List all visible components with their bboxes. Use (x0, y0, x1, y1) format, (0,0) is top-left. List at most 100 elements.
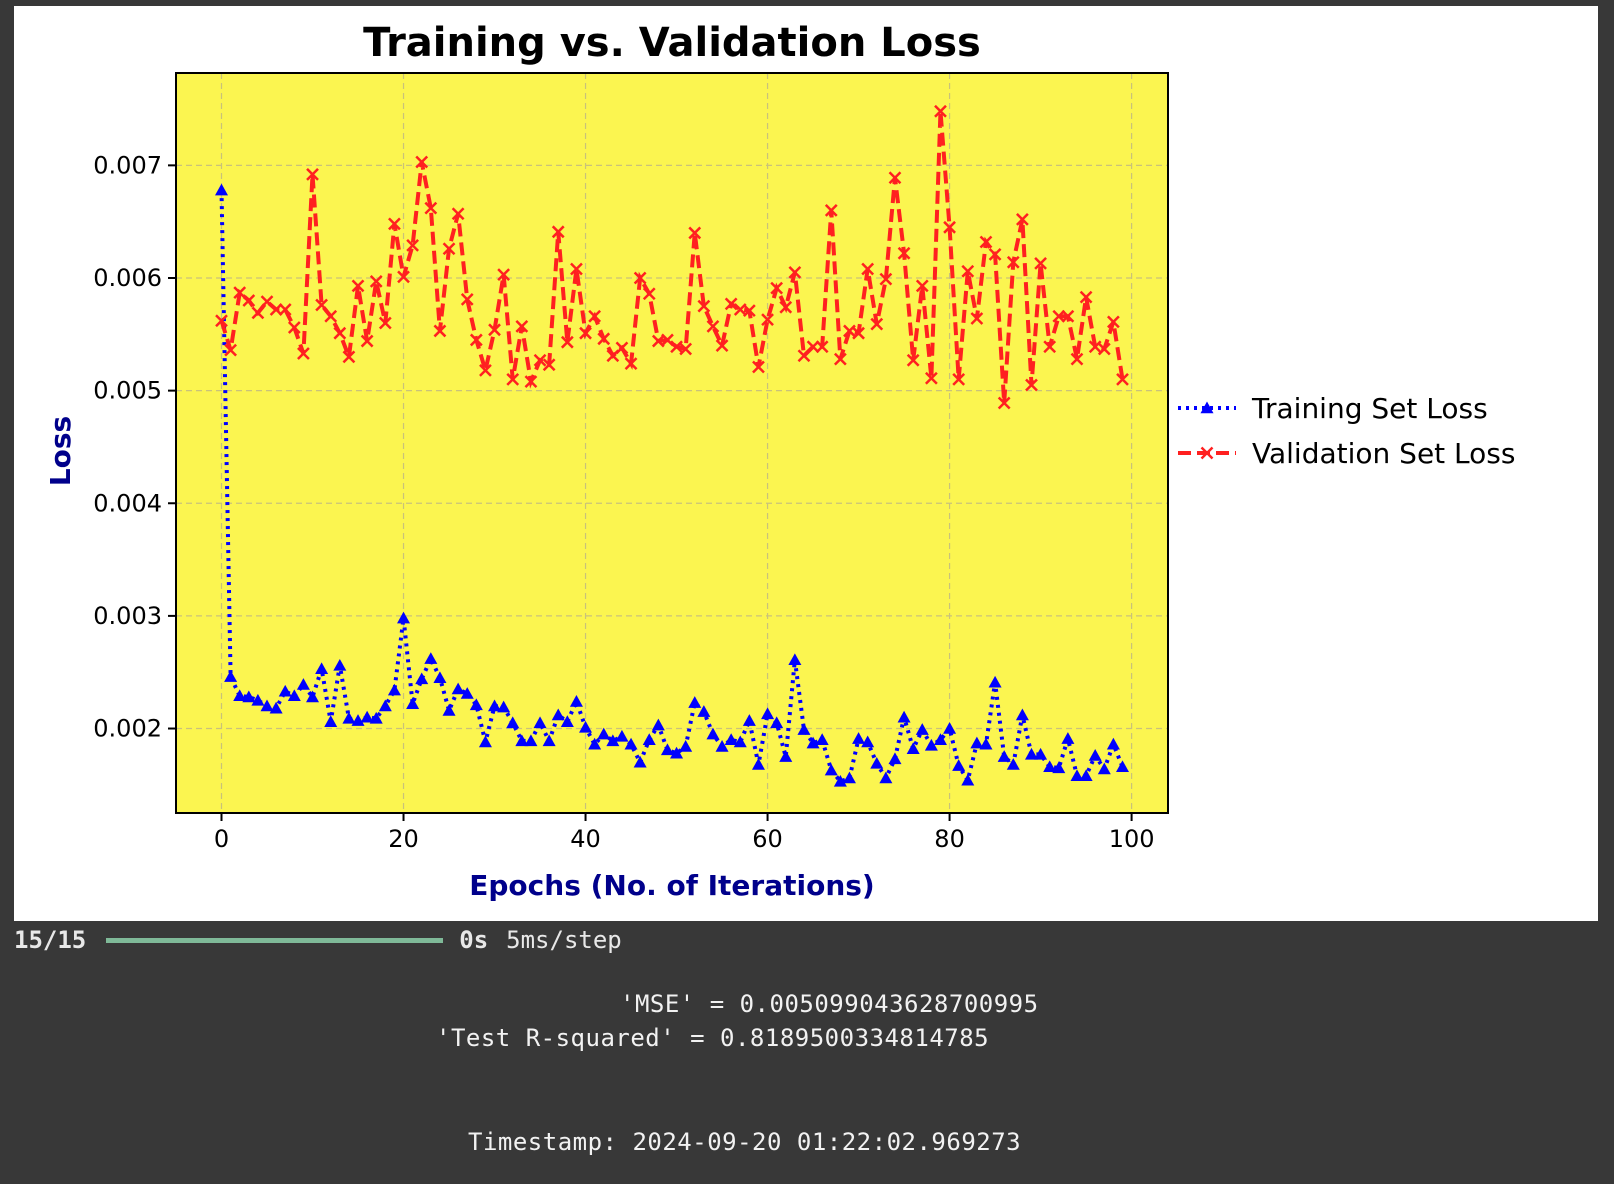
validation-point (560, 335, 574, 349)
loss-chart: 0 20 40 60 80 100 0.002 0.003 0.004 0.005 0.006 0.0… (44, 20, 1515, 902)
x-tick-label: 100 (1109, 825, 1155, 853)
training-point (997, 750, 1011, 762)
r-squared-output: 'Test R-squared' = 0.8189500334814785 (436, 1024, 990, 1052)
validation-point (852, 326, 865, 340)
progress-time: 0s (459, 926, 489, 954)
validation-point (924, 371, 938, 385)
training-point (597, 727, 611, 740)
training-point (770, 716, 784, 729)
training-point (751, 758, 765, 770)
validation-point (970, 312, 984, 325)
validation-point (1034, 256, 1047, 270)
validation-point (1061, 309, 1075, 323)
validation-point (433, 324, 447, 338)
training-point (724, 733, 738, 745)
validation-point (424, 201, 438, 215)
training-point (606, 734, 620, 747)
legend-marker (1200, 401, 1214, 414)
y-axis-label: Loss (44, 416, 77, 486)
training-point (906, 742, 920, 754)
training-point (451, 682, 465, 695)
training-point (660, 743, 674, 756)
validation-point (342, 350, 356, 364)
training-point (433, 671, 447, 684)
validation-point (533, 353, 547, 367)
legend-marker (1200, 446, 1214, 460)
training-point (415, 672, 429, 685)
training-point (315, 662, 329, 675)
training-point (378, 699, 392, 712)
progress-bar-fill (106, 937, 444, 943)
validation-point (661, 333, 674, 347)
validation-point (1025, 378, 1038, 392)
training-point (1088, 749, 1102, 761)
training-point (1061, 732, 1075, 744)
training-point (706, 727, 720, 740)
training-point (924, 738, 938, 751)
validation-point (1088, 340, 1102, 354)
validation-point (706, 320, 720, 333)
validation-point (442, 242, 456, 256)
timestamp-output: Timestamp: 2024-09-20 01:22:02.969273 (468, 1128, 1022, 1156)
validation-point (633, 271, 647, 285)
progress-bar (106, 937, 444, 943)
plot-area (176, 73, 1168, 813)
validation-point (378, 316, 392, 330)
training-point (560, 715, 574, 727)
training-point (870, 756, 884, 769)
training-point (852, 732, 866, 744)
training-point (1097, 762, 1111, 775)
validation-point (742, 304, 756, 318)
legend-label: Training Set Loss (1251, 392, 1488, 425)
training-point (670, 746, 684, 759)
training-point (524, 734, 538, 747)
training-point (779, 750, 793, 762)
x-axis-label: Epochs (No. of Iterations) (469, 869, 874, 902)
validation-point (1079, 290, 1093, 304)
training-point (1079, 769, 1093, 782)
training-point (260, 699, 274, 712)
validation-point (642, 287, 656, 301)
validation-point (1116, 372, 1129, 386)
training-point (324, 715, 338, 727)
validation-point (752, 360, 765, 374)
x-tick-label: 0 (214, 825, 229, 853)
training-point (888, 752, 902, 765)
series-layer (215, 104, 1129, 787)
training-series (215, 183, 1129, 787)
training-point (424, 652, 438, 664)
chart-figure: 0 20 40 60 80 100 0.002 0.003 0.004 0.005 0.006 0.0… (14, 6, 1598, 921)
training-point (287, 689, 301, 702)
validation-point (351, 279, 365, 293)
validation-series (215, 104, 1129, 410)
training-point (806, 736, 820, 749)
validation-point (469, 333, 483, 347)
training-point (215, 183, 229, 196)
training-point (233, 689, 247, 702)
mse-output: 'MSE' = 0.005099043628700995 (620, 990, 1039, 1018)
validation-point (388, 217, 401, 231)
progress-row: 15/15 0s 5ms/step (14, 925, 622, 955)
training-point (633, 755, 647, 768)
validation-point (770, 281, 784, 295)
y-tick-label: 0.006 (93, 264, 162, 292)
x-tick-label: 40 (570, 825, 601, 853)
training-point (833, 774, 847, 787)
validation-point (888, 171, 902, 185)
training-point (788, 653, 802, 666)
validation-point (934, 104, 947, 118)
validation-point (915, 279, 929, 293)
training-point (469, 698, 483, 711)
validation-point (588, 309, 602, 323)
validation-point (597, 332, 611, 346)
y-tick-label: 0.007 (93, 151, 162, 179)
training-point (733, 735, 747, 748)
training-point (442, 704, 456, 716)
axis-ticks: 0 20 40 60 80 100 0.002 0.003 0.004 0.005 0.006 0.0… (93, 151, 1154, 853)
training-point (488, 699, 502, 712)
training-point (943, 722, 957, 734)
plot-frame (175, 72, 1169, 814)
validation-point (943, 220, 956, 234)
validation-point (242, 294, 256, 307)
training-point (624, 737, 638, 750)
